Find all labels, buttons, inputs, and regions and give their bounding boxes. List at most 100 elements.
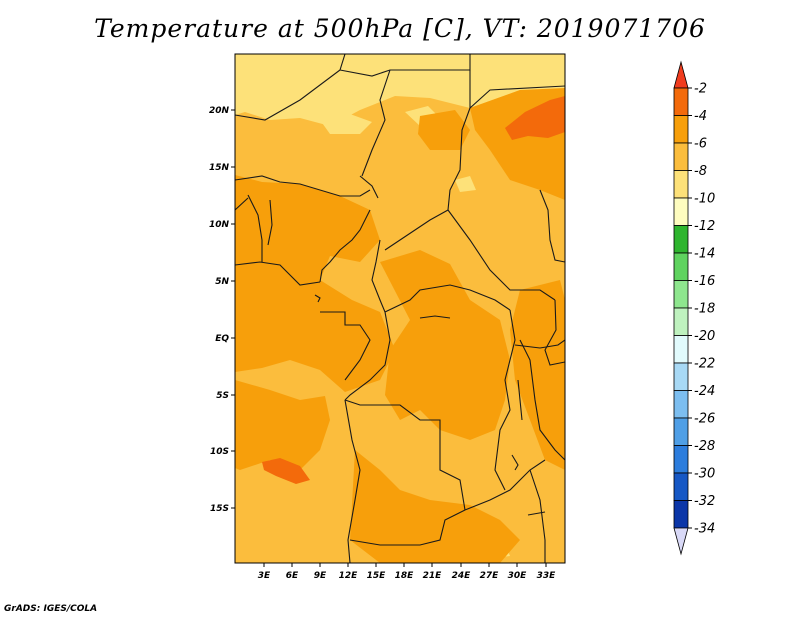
field-dark-west — [235, 175, 395, 392]
lake-2 — [517, 379, 523, 421]
lat-label: 10S — [210, 447, 229, 457]
colorbar-swatch — [673, 335, 689, 364]
border-north-1 — [235, 54, 346, 121]
colorbar-swatch — [673, 472, 689, 501]
lake-3 — [527, 511, 546, 516]
colorbar-label: -6 — [694, 137, 707, 152]
field-dark-lake — [510, 280, 565, 470]
colorbar-swatch — [673, 87, 689, 116]
lat-label: 10N — [209, 220, 230, 230]
lon-label: 27E — [480, 571, 500, 581]
lat-labels: 20N 15N 10N 5N EQ 5S 10S 15S — [209, 106, 230, 514]
border-libya-chad — [361, 69, 391, 177]
lon-label: 18E — [395, 571, 415, 581]
colorbar-swatch — [673, 280, 689, 309]
map-title: Temperature at 500hPa [C], VT: 201907170… — [94, 14, 706, 43]
lake-1 — [419, 315, 451, 319]
lon-label: 15E — [367, 571, 387, 581]
border-chad-sudan — [384, 107, 471, 251]
border-cameroon-car — [371, 239, 386, 313]
lat-label: EQ — [215, 334, 229, 344]
colorbar-label: -20 — [694, 329, 715, 344]
colorbar-label: -32 — [694, 494, 715, 509]
colorbar-swatch — [673, 115, 689, 144]
colorbar-label: -34 — [694, 522, 715, 537]
colorbar-swatch — [673, 390, 689, 419]
border-west-3 — [235, 197, 249, 211]
lat-label: 5N — [215, 277, 229, 287]
colorbar-swatch — [673, 417, 689, 446]
lon-label: 21E — [423, 571, 443, 581]
lon-label: 6E — [286, 571, 299, 581]
colorbar-label: -24 — [694, 384, 715, 399]
colorbar-label: -12 — [694, 219, 715, 234]
colorbar-label: -26 — [694, 412, 715, 427]
colorbar-top-arrow — [673, 60, 689, 89]
colorbar-swatch — [673, 362, 689, 391]
border-drc-east — [494, 309, 516, 491]
border-zambia — [464, 459, 546, 511]
border-angola-south — [349, 509, 466, 546]
colorbar-bottom-arrow — [673, 527, 689, 556]
field-red-atlantic — [262, 458, 310, 484]
field-dark-west-2 — [235, 380, 330, 470]
lat-label: 5S — [216, 391, 229, 401]
border-sudan-south — [447, 209, 556, 301]
colorbar-label: -14 — [694, 247, 715, 262]
lon-labels: 3E 6E 9E 12E 15E 18E 21E 24E 27E 30E 33E — [258, 571, 556, 581]
country-borders — [235, 54, 565, 563]
border-lake-east — [519, 339, 565, 461]
lon-label: 33E — [537, 571, 557, 581]
lon-ticks — [263, 563, 547, 567]
border-angola-north — [344, 399, 466, 511]
field-dark-north — [418, 110, 470, 150]
temperature-field — [235, 54, 565, 563]
border-north-river — [359, 175, 379, 199]
colorbar-label: -16 — [694, 274, 715, 289]
colorbar-swatch — [673, 500, 689, 529]
border-north-3 — [469, 70, 565, 110]
colorbar-swatch — [673, 170, 689, 199]
border-west-2 — [267, 199, 273, 246]
colorbar-swatch — [673, 445, 689, 474]
field-light-north — [235, 54, 565, 126]
border-nigeria-cameroon — [319, 209, 371, 283]
field-light-patch-1 — [320, 114, 372, 134]
lat-label: 20N — [209, 106, 230, 116]
border-gabon — [320, 311, 371, 381]
colorbar-label: -2 — [694, 82, 707, 97]
colorbar-label: -4 — [694, 109, 707, 124]
border-uganda — [514, 339, 565, 349]
border-coast-south — [344, 399, 361, 563]
lon-label: 12E — [339, 571, 359, 581]
border-west-1 — [247, 194, 263, 262]
colorbar-swatch — [673, 252, 689, 281]
field-dark-south — [350, 450, 520, 563]
colorbar-swatch — [673, 225, 689, 254]
lat-label: 15S — [210, 504, 229, 514]
lake-4 — [314, 294, 321, 303]
border-kenya — [544, 299, 565, 366]
field-red-northeast — [505, 96, 565, 140]
border-congo — [344, 311, 391, 401]
border-nigeria-niger — [235, 175, 371, 197]
grads-credit: GrADS: IGES/COLA — [4, 604, 98, 614]
colorbar-label: -10 — [694, 192, 715, 207]
colorbar-label: -30 — [694, 467, 715, 482]
colorbar-label: -28 — [694, 439, 715, 454]
lon-label: 24E — [452, 571, 472, 581]
lon-label: 9E — [314, 571, 327, 581]
border-gulf-coast — [235, 261, 321, 286]
colorbar-swatch — [673, 197, 689, 226]
border-ethiopia — [539, 189, 565, 263]
map-frame — [234, 53, 566, 564]
border-car-south — [384, 284, 511, 313]
field-light-patch-3 — [455, 176, 476, 192]
colorbar-label: -8 — [694, 164, 707, 179]
lat-label: 15N — [209, 163, 230, 173]
lon-label: 30E — [508, 571, 528, 581]
lon-label: 3E — [258, 571, 271, 581]
lat-ticks — [231, 109, 235, 509]
colorbar-swatch — [673, 307, 689, 336]
